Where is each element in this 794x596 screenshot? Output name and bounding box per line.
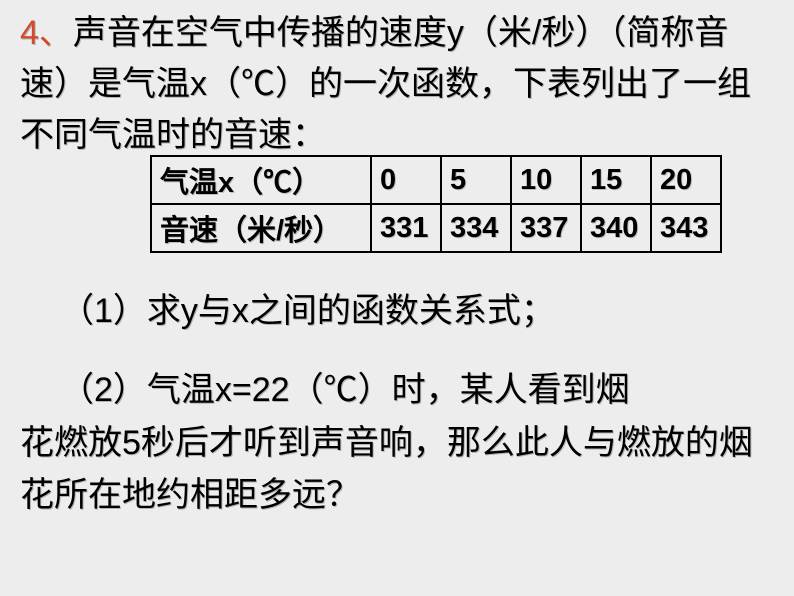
cell: 331 [371,204,441,252]
cell: 10 [511,156,581,204]
table-row: 气温x（℃） 0 5 10 15 20 [151,156,721,204]
question-1: （1）求y与x之间的函数关系式； [60,283,774,332]
row-label: 气温x（℃） [151,156,371,204]
table-row: 音速（米/秒） 331 334 337 340 343 [151,204,721,252]
cell: 340 [581,204,651,252]
question-2-line2: 花燃放5秒后才听到声音响，那么此人与燃放的烟花所在地约相距多远？ [20,424,753,515]
question-2: （2）气温x=22（℃）时，某人看到烟 花燃放5秒后才听到声音响，那么此人与燃放… [20,364,774,522]
data-table: 气温x（℃） 0 5 10 15 20 音速（米/秒） 331 334 337 … [150,155,722,253]
data-table-wrap: 气温x（℃） 0 5 10 15 20 音速（米/秒） 331 334 337 … [150,155,774,253]
cell: 15 [581,156,651,204]
cell: 343 [651,204,721,252]
cell: 20 [651,156,721,204]
cell: 0 [371,156,441,204]
cell: 5 [441,156,511,204]
problem-body: 声音在空气中传播的速度y（米/秒）（简称音速）是气温x（℃）的一次函数，下表列出… [20,14,751,154]
cell: 337 [511,204,581,252]
problem-statement: 4、声音在空气中传播的速度y（米/秒）（简称音速）是气温x（℃）的一次函数，下表… [20,8,774,161]
problem-number: 4、 [20,14,73,52]
row-label: 音速（米/秒） [151,204,371,252]
cell: 334 [441,204,511,252]
question-2-line1: （2）气温x=22（℃）时，某人看到烟 [60,371,630,409]
